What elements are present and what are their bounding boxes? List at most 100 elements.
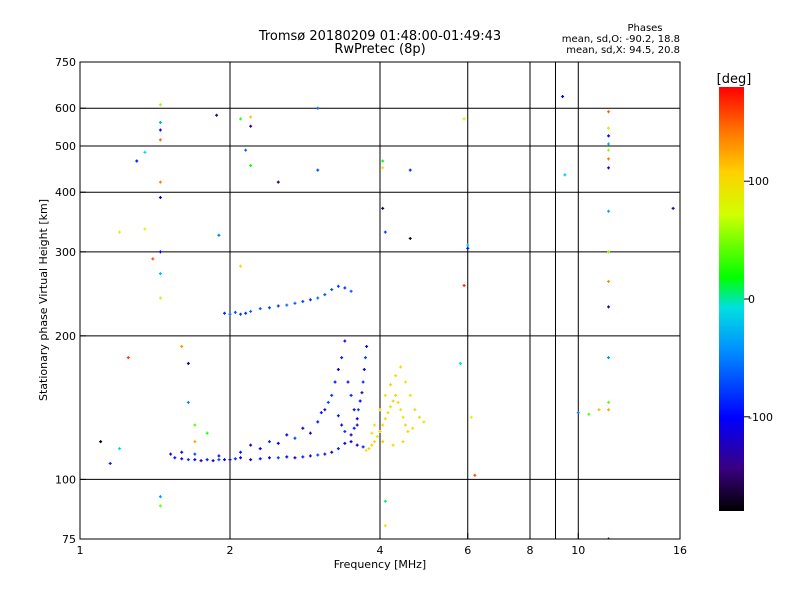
echo-point (267, 306, 271, 310)
echo-point (607, 110, 611, 114)
echo-point (158, 121, 162, 125)
echo-point (143, 227, 147, 231)
echo-point (607, 305, 611, 309)
echo-point (293, 436, 297, 440)
echo-point (408, 236, 412, 240)
echo-point (365, 344, 369, 348)
echo-point (193, 440, 197, 444)
echo-point (576, 411, 580, 415)
chart-subtitle: RwPretec (8p) (334, 42, 425, 57)
echo-point (391, 443, 395, 447)
echo-point (408, 168, 412, 172)
echo-point (386, 411, 390, 415)
echo-point (394, 393, 398, 397)
echo-point (389, 383, 393, 387)
echo-point (186, 400, 190, 404)
echo-point (330, 450, 334, 454)
echo-point (158, 128, 162, 132)
echo-point (336, 414, 340, 418)
echo-point (469, 415, 473, 419)
y-tick-label: 500 (55, 140, 76, 153)
echo-point (330, 393, 334, 397)
echo-point (326, 400, 330, 404)
echo-point (607, 209, 611, 213)
echo-point (607, 279, 611, 283)
echo-point (352, 408, 356, 412)
echo-point (186, 458, 190, 462)
echo-point (401, 440, 405, 444)
echo-point (361, 445, 365, 449)
echo-point (301, 300, 305, 304)
echo-point (267, 456, 271, 460)
x-axis-label: Frequency [MHz] (334, 558, 426, 571)
echo-point (346, 380, 350, 384)
echo-point (285, 455, 289, 459)
echo-point (607, 408, 611, 412)
echo-point (408, 393, 412, 397)
echo-point (383, 499, 387, 503)
echo-point (607, 126, 611, 130)
colorbar-tick-label: -100 (748, 411, 773, 424)
echo-point (258, 307, 262, 311)
echo-point (607, 142, 611, 146)
echo-point (301, 426, 305, 430)
echo-point (180, 450, 184, 454)
echo-point (151, 257, 155, 261)
echo-point (249, 458, 253, 462)
echo-point (381, 159, 385, 163)
x-tick-label: 8 (527, 544, 534, 557)
echo-point (158, 495, 162, 499)
echo-point (193, 423, 197, 427)
y-tick-label: 200 (55, 330, 76, 343)
echo-point (422, 420, 426, 424)
echo-point (199, 459, 203, 463)
echo-point (276, 304, 280, 308)
echo-point (607, 356, 611, 360)
echo-point (135, 159, 139, 163)
echo-point (323, 452, 327, 456)
echo-point (330, 288, 334, 292)
y-tick-label: 75 (62, 533, 76, 546)
echo-point (117, 230, 121, 234)
echo-point (285, 303, 289, 307)
echo-point (417, 415, 421, 419)
echo-point (607, 537, 611, 539)
echo-point (355, 417, 359, 421)
echo-point (301, 455, 305, 459)
echo-point (316, 296, 320, 300)
echo-point (349, 289, 353, 293)
echo-point (249, 164, 253, 168)
echo-point (316, 168, 320, 172)
echo-point (383, 524, 387, 528)
colorbar-tick-label: 0 (748, 293, 755, 306)
echo-point (362, 367, 366, 371)
echo-point (671, 206, 675, 210)
legend-title: Phases (627, 23, 662, 34)
echo-point (186, 361, 190, 365)
echo-point (607, 250, 611, 254)
echo-point (285, 433, 289, 437)
echo-point (389, 405, 393, 409)
y-tick-label: 100 (55, 473, 76, 486)
echo-point (258, 447, 262, 451)
data-points (99, 94, 675, 539)
echo-point (383, 230, 387, 234)
echo-point (99, 440, 103, 444)
echo-point (340, 423, 344, 427)
y-axis-label: Stationary phase Virtual Height [km] (37, 199, 50, 401)
echo-point (239, 117, 243, 121)
echo-point (276, 180, 280, 184)
colorbar-ticks: 100 0 -100 (744, 175, 773, 424)
echo-point (267, 440, 271, 444)
echo-point (158, 250, 162, 254)
echo-point (363, 356, 367, 360)
echo-point (205, 431, 209, 435)
echo-point (169, 452, 173, 456)
echo-point (117, 447, 121, 451)
echo-point (383, 393, 387, 397)
echo-point (193, 458, 197, 462)
echo-point (360, 391, 364, 395)
echo-point (319, 411, 323, 415)
echo-point (473, 473, 477, 477)
